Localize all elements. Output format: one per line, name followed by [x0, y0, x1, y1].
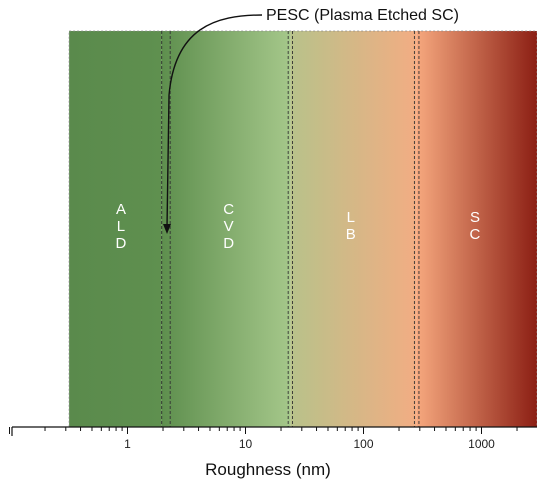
region-letter: C	[223, 201, 234, 218]
x-tick-label: 100	[353, 437, 373, 451]
x-axis: 1 10 100 1000	[9, 426, 537, 451]
region-letter: V	[224, 218, 234, 235]
regions-layer	[69, 31, 537, 427]
x-tick-label: 1	[124, 437, 131, 451]
region-letter: D	[116, 235, 127, 252]
x-axis-title: Roughness (nm)	[205, 460, 331, 479]
boundary-lines	[161, 31, 420, 427]
region-letter: B	[346, 226, 356, 243]
annotation-arrow	[166, 14, 263, 227]
region-letter: A	[116, 201, 126, 218]
region-letter: D	[223, 235, 234, 252]
region-cvd	[161, 31, 291, 427]
pesc-annotation: PESC (Plasma Etched SC)	[163, 7, 459, 234]
region-lb	[290, 31, 417, 427]
region-sc	[416, 31, 537, 427]
annotation-label: PESC (Plasma Etched SC)	[266, 7, 459, 24]
region-letter: S	[470, 209, 480, 226]
region-letter: C	[470, 226, 481, 243]
x-tick-label: 10	[239, 437, 253, 451]
region-letter: L	[347, 209, 355, 226]
annotation-arrowhead	[163, 224, 172, 234]
region-ald	[69, 31, 162, 427]
region-letter: L	[117, 218, 125, 235]
x-tick-label: 1000	[468, 437, 495, 451]
